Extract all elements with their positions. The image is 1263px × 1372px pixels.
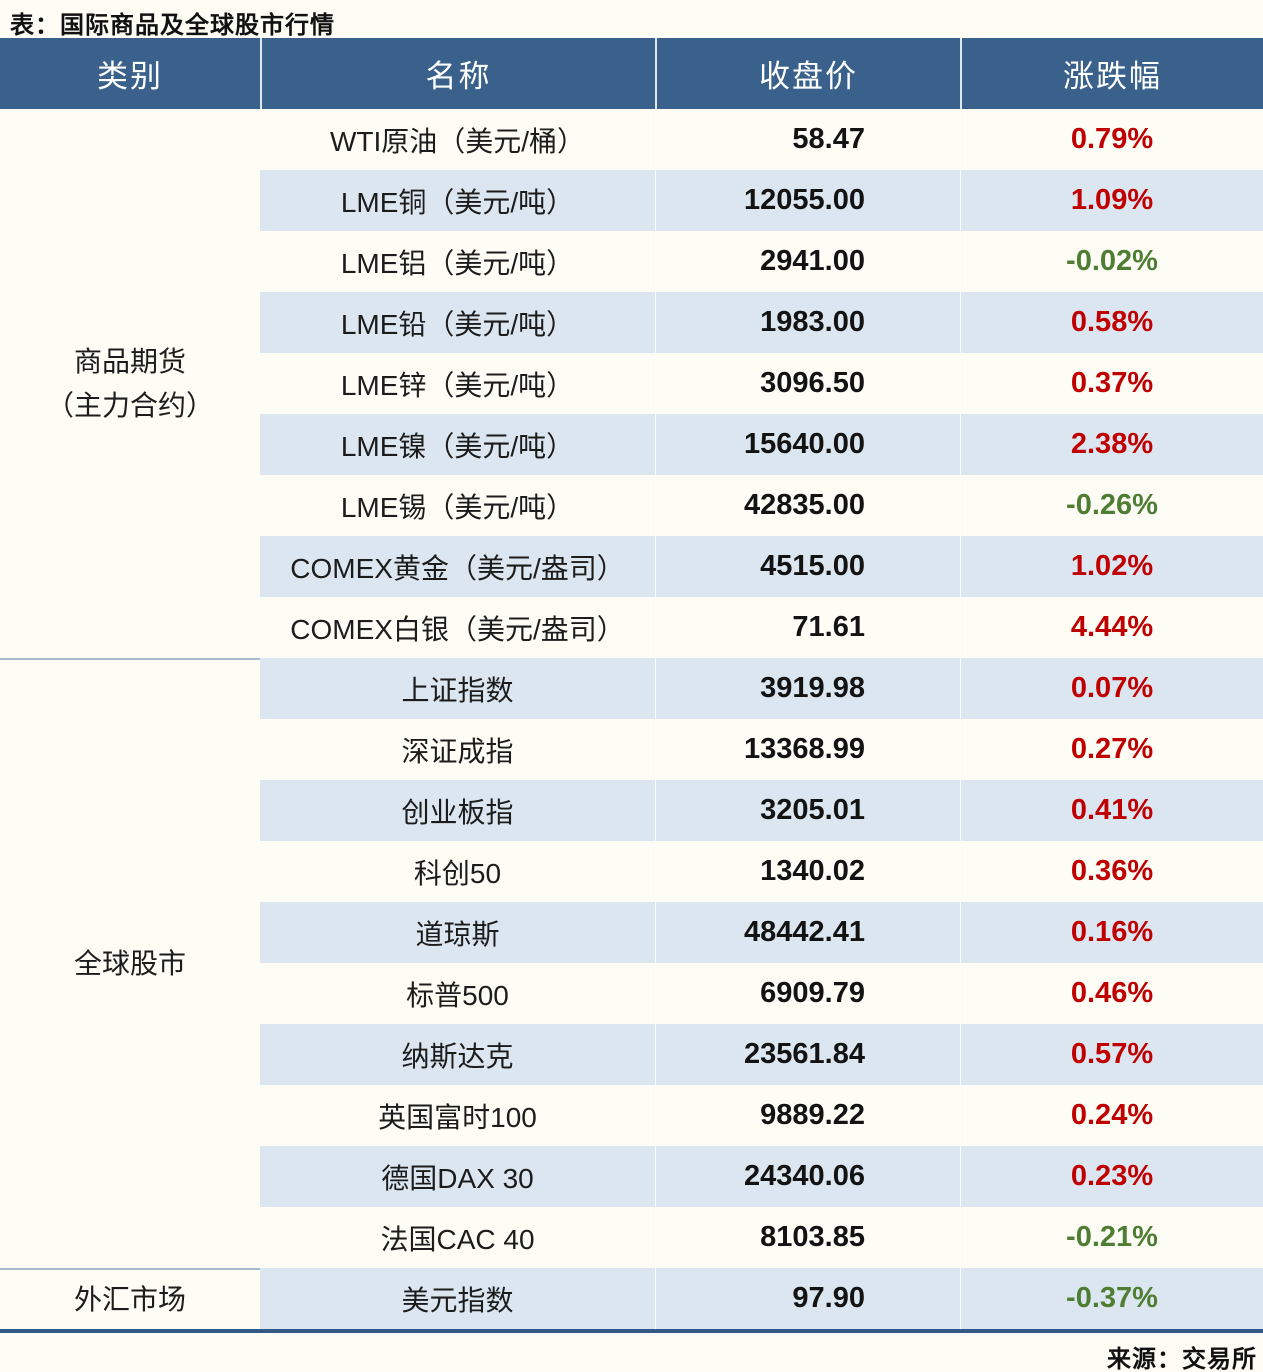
change-percent: 0.46% — [960, 963, 1263, 1024]
change-percent: 0.27% — [960, 719, 1263, 780]
table-title: 表：国际商品及全球股市行情 — [10, 12, 335, 39]
instrument-name: 法国CAC 40 — [380, 1223, 535, 1255]
change-percent: 0.41% — [960, 780, 1263, 841]
category-fx-market: 外汇市场 — [0, 1268, 260, 1329]
change-percent: 0.24% — [960, 1085, 1263, 1146]
table-row: LME铝（美元/吨） 2941.00 -0.02% — [260, 231, 1263, 292]
close-price: 9889.22 — [655, 1085, 960, 1146]
close-price: 2941.00 — [655, 231, 960, 292]
table-row: LME锡（美元/吨） 42835.00 -0.26% — [260, 475, 1263, 536]
table-row: COMEX白银（美元/盎司） 71.61 4.44% — [260, 597, 1263, 658]
table-row: 标普500 6909.79 0.46% — [260, 963, 1263, 1024]
instrument-name: LME铜（美元/吨） — [340, 186, 575, 218]
close-price: 8103.85 — [655, 1207, 960, 1268]
instrument-name: 美元指数 — [401, 1284, 514, 1316]
table-row: 法国CAC 40 8103.85 -0.21% — [260, 1207, 1263, 1268]
change-percent: 0.37% — [960, 353, 1263, 414]
close-price: 58.47 — [655, 109, 960, 170]
close-price: 71.61 — [655, 597, 960, 658]
change-percent: 1.02% — [960, 536, 1263, 597]
close-price: 12055.00 — [655, 170, 960, 231]
change-percent: -0.21% — [960, 1207, 1263, 1268]
instrument-name: 标普500 — [406, 979, 509, 1011]
close-price: 3919.98 — [655, 658, 960, 719]
table-row: 深证成指 13368.99 0.27% — [260, 719, 1263, 780]
header-change-pct: 涨跌幅 — [960, 38, 1263, 109]
table-row: LME锌（美元/吨） 3096.50 0.37% — [260, 353, 1263, 414]
change-percent: 0.16% — [960, 902, 1263, 963]
category-label-line1: 商品期货 — [73, 346, 186, 378]
change-percent: -0.26% — [960, 475, 1263, 536]
instrument-name: COMEX白银（美元/盎司） — [290, 613, 625, 645]
close-price: 1340.02 — [655, 841, 960, 902]
table-row: WTI原油（美元/桶） 58.47 0.79% — [260, 109, 1263, 170]
close-price: 4515.00 — [655, 536, 960, 597]
close-price: 13368.99 — [655, 719, 960, 780]
table-row: 科创50 1340.02 0.36% — [260, 841, 1263, 902]
category-label-line2: （主力合约） — [45, 389, 214, 421]
change-percent: 1.09% — [960, 170, 1263, 231]
instrument-name: 德国DAX 30 — [381, 1162, 534, 1194]
change-percent: 0.07% — [960, 658, 1263, 719]
category-column: 商品期货 （主力合约） 全球股市 外汇市场 — [0, 109, 260, 1329]
instrument-name: 上证指数 — [401, 674, 514, 706]
close-price: 6909.79 — [655, 963, 960, 1024]
data-rows: WTI原油（美元/桶） 58.47 0.79% LME铜（美元/吨） 12055… — [260, 109, 1263, 1329]
instrument-name: 创业板指 — [401, 796, 514, 828]
instrument-name: LME锌（美元/吨） — [340, 369, 575, 401]
table-row: LME镍（美元/吨） 15640.00 2.38% — [260, 414, 1263, 475]
instrument-name: LME镍（美元/吨） — [340, 430, 575, 462]
table-row: 德国DAX 30 24340.06 0.23% — [260, 1146, 1263, 1207]
header-close-price: 收盘价 — [655, 38, 960, 109]
table-row: 道琼斯 48442.41 0.16% — [260, 902, 1263, 963]
close-price: 23561.84 — [655, 1024, 960, 1085]
category-global-stocks: 全球股市 — [0, 658, 260, 1268]
close-price: 15640.00 — [655, 414, 960, 475]
change-percent: 4.44% — [960, 597, 1263, 658]
change-percent: 0.58% — [960, 292, 1263, 353]
change-percent: 0.36% — [960, 841, 1263, 902]
market-table: 类别 名称 收盘价 涨跌幅 商品期货 （主力合约） 全球股市 外汇市场 WTI原… — [0, 38, 1263, 1333]
table-row: COMEX黄金（美元/盎司） 4515.00 1.02% — [260, 536, 1263, 597]
table-row: LME铜（美元/吨） 12055.00 1.09% — [260, 170, 1263, 231]
table-row: 纳斯达克 23561.84 0.57% — [260, 1024, 1263, 1085]
source-note: 来源：交易所 — [1107, 1346, 1257, 1372]
change-percent: 0.79% — [960, 109, 1263, 170]
table-body: 商品期货 （主力合约） 全球股市 外汇市场 WTI原油（美元/桶） 58.47 … — [0, 109, 1263, 1329]
close-price: 1983.00 — [655, 292, 960, 353]
instrument-name: LME锡（美元/吨） — [340, 491, 575, 523]
instrument-name: COMEX黄金（美元/盎司） — [290, 552, 625, 584]
close-price: 3096.50 — [655, 353, 960, 414]
instrument-name: 科创50 — [413, 857, 502, 889]
change-percent: 0.57% — [960, 1024, 1263, 1085]
header-category: 类别 — [97, 59, 163, 94]
change-percent: 0.23% — [960, 1146, 1263, 1207]
close-price: 48442.41 — [655, 902, 960, 963]
close-price: 24340.06 — [655, 1146, 960, 1207]
close-price: 97.90 — [655, 1268, 960, 1329]
table-header-row: 类别 名称 收盘价 涨跌幅 — [0, 38, 1263, 109]
header-name: 名称 — [260, 38, 655, 109]
table-row: 上证指数 3919.98 0.07% — [260, 658, 1263, 719]
instrument-name: 深证成指 — [401, 735, 514, 767]
instrument-name: WTI原油（美元/桶） — [329, 125, 586, 157]
instrument-name: 纳斯达克 — [401, 1040, 514, 1072]
instrument-name: LME铅（美元/吨） — [340, 308, 575, 340]
close-price: 42835.00 — [655, 475, 960, 536]
instrument-name: 英国富时100 — [378, 1101, 537, 1133]
instrument-name: LME铝（美元/吨） — [340, 247, 575, 279]
table-row: LME铅（美元/吨） 1983.00 0.58% — [260, 292, 1263, 353]
change-percent: -0.37% — [960, 1268, 1263, 1329]
change-percent: -0.02% — [960, 231, 1263, 292]
table-row: 创业板指 3205.01 0.41% — [260, 780, 1263, 841]
close-price: 3205.01 — [655, 780, 960, 841]
instrument-name: 道琼斯 — [415, 918, 500, 950]
table-row: 美元指数 97.90 -0.37% — [260, 1268, 1263, 1329]
table-row: 英国富时100 9889.22 0.24% — [260, 1085, 1263, 1146]
change-percent: 2.38% — [960, 414, 1263, 475]
category-commodity-futures: 商品期货 （主力合约） — [0, 109, 260, 658]
